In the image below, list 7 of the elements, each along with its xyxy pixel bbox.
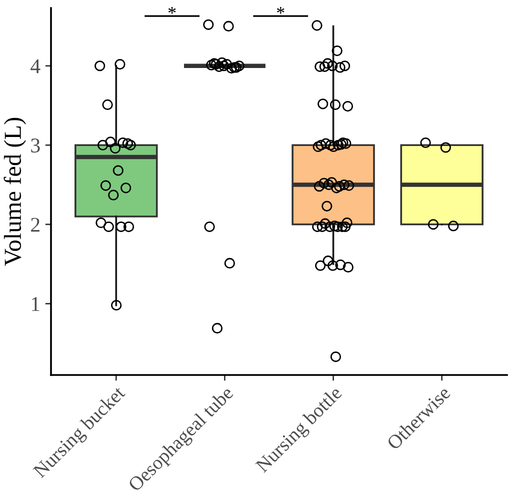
y-tick-label: 1 — [32, 297, 40, 311]
y-axis-title: Volume fed (L) — [4, 118, 26, 266]
y-tick-label: 4 — [30, 59, 40, 74]
y-tick-label: 3 — [31, 138, 40, 153]
annotation: * — [168, 7, 176, 14]
y-tick-label: 2 — [31, 218, 40, 232]
annotation: * — [277, 7, 284, 14]
